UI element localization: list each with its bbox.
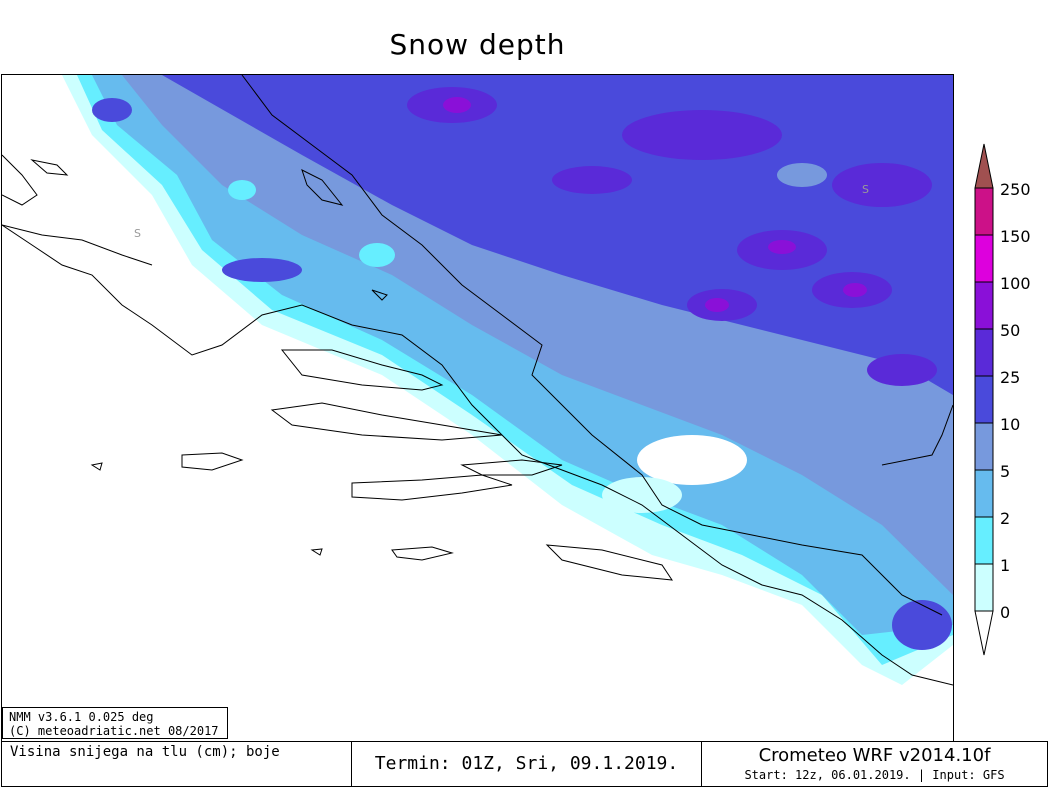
legend-swatch bbox=[974, 469, 994, 518]
copyright-line: (C) meteoadriatic.net 08/2017 bbox=[9, 724, 219, 738]
footer-bar: Visina snijega na tlu (cm); boje Termin:… bbox=[1, 741, 1048, 787]
legend-label: 2 bbox=[1000, 509, 1011, 528]
legend-label: 25 bbox=[1000, 368, 1021, 387]
model-info-line: NMM v3.6.1 0.025 deg bbox=[9, 710, 154, 724]
model-name: Crometeo WRF v2014.10f bbox=[758, 745, 991, 766]
footer-description: Visina snijega na tlu (cm); boje bbox=[2, 742, 352, 786]
chart-title: Snow depth bbox=[389, 28, 566, 61]
legend-label: 0 bbox=[1000, 603, 1011, 622]
color-legend: 250 150 100 50 25 10 5 2 1 0 bbox=[972, 140, 1050, 660]
legend-swatch bbox=[974, 516, 994, 565]
legend-label: 100 bbox=[1000, 274, 1031, 293]
run-start: Start: 12z, 06.01.2019. | Input: GFS bbox=[744, 768, 1005, 782]
country-border-east bbox=[881, 404, 953, 466]
legend-label: 5 bbox=[1000, 462, 1011, 481]
legend-label: 1 bbox=[1000, 556, 1011, 575]
map-mark-s: S bbox=[862, 183, 869, 196]
legend-swatch-over bbox=[974, 143, 994, 189]
legend-swatch bbox=[974, 375, 994, 424]
legend-swatch-under bbox=[974, 610, 994, 656]
country-border bbox=[241, 75, 943, 616]
legend-swatch bbox=[974, 281, 994, 330]
forecast-time: Termin: 01Z, Sri, 09.1.2019. bbox=[352, 742, 702, 786]
model-info-box: NMM v3.6.1 0.025 deg (C) meteoadriatic.n… bbox=[2, 707, 228, 739]
legend-swatch bbox=[974, 187, 994, 236]
legend-swatch bbox=[974, 328, 994, 377]
legend-label: 150 bbox=[1000, 227, 1031, 246]
map-canvas: S S bbox=[2, 75, 953, 741]
map-mark-s: S bbox=[134, 227, 141, 240]
legend-label: 50 bbox=[1000, 321, 1021, 340]
legend-label: 250 bbox=[1000, 180, 1031, 199]
snow-depth-map: S S bbox=[1, 74, 954, 742]
legend-swatch bbox=[974, 422, 994, 471]
legend-colorbar bbox=[974, 143, 994, 656]
legend-swatch bbox=[974, 234, 994, 283]
model-credit: Crometeo WRF v2014.10f Start: 12z, 06.01… bbox=[702, 742, 1047, 786]
coastline bbox=[2, 154, 953, 686]
snow-band-25cm bbox=[162, 75, 953, 395]
legend-swatch bbox=[974, 563, 994, 612]
legend-label: 10 bbox=[1000, 415, 1021, 434]
